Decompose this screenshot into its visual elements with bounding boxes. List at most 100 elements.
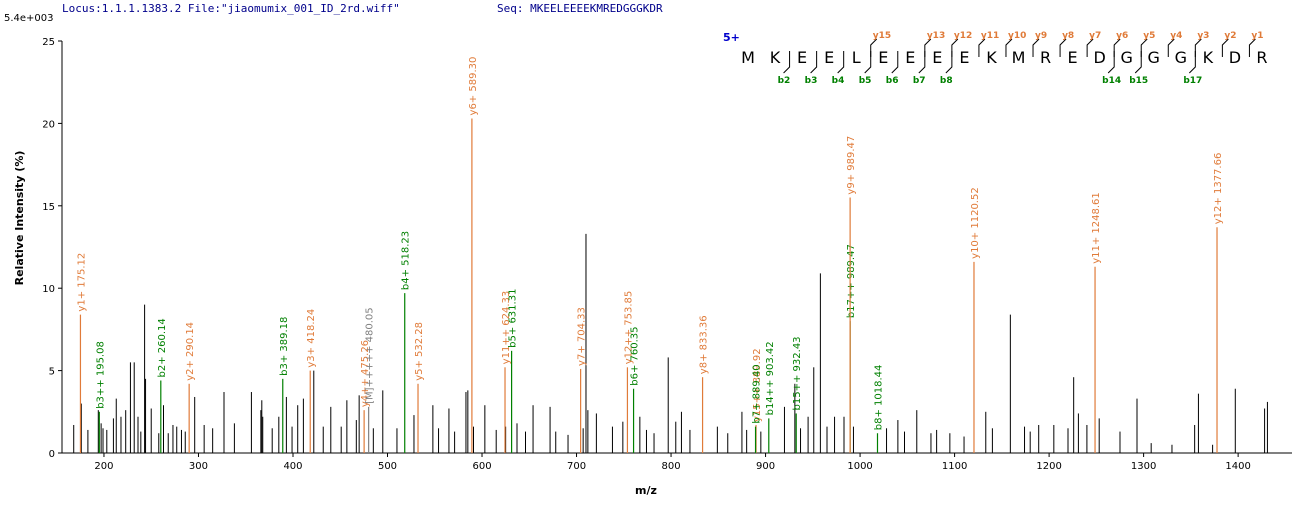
x-tick-label: 1200 bbox=[1036, 461, 1061, 472]
residue: K bbox=[770, 48, 781, 67]
peak-label: y15++ 889.92 bbox=[752, 348, 763, 422]
y-ion-bracket bbox=[978, 38, 986, 57]
b-ion-bracket bbox=[891, 51, 899, 74]
y-ion-label: y7 bbox=[1089, 31, 1101, 41]
peak-label: y8+ 833.36 bbox=[699, 315, 710, 374]
y-ion-label: y13 bbox=[927, 31, 945, 41]
residue: E bbox=[797, 48, 807, 67]
peak-label: b6+ 760.35 bbox=[630, 326, 641, 385]
y-ion-label: y1 bbox=[1251, 31, 1263, 41]
y-ion-label: y11 bbox=[981, 31, 999, 41]
peak-label: b14++ 903.42 bbox=[765, 341, 776, 415]
residue: R bbox=[1256, 48, 1267, 67]
peak-label: b15++ 932.43 bbox=[792, 336, 803, 410]
peak-label: b2+ 260.14 bbox=[157, 318, 168, 377]
peak-label: b8+ 1018.44 bbox=[874, 365, 885, 431]
residue: E bbox=[1068, 48, 1078, 67]
peak-label: y2+ 290.14 bbox=[185, 322, 196, 381]
b-ion-bracket bbox=[864, 51, 872, 74]
y-tick-label: 10 bbox=[42, 284, 55, 295]
peak-label: b5+ 631.31 bbox=[508, 289, 519, 348]
residue: K bbox=[1203, 48, 1214, 67]
peak-label: y6+ 589.30 bbox=[468, 57, 479, 116]
peak-label: y1+ 175.12 bbox=[76, 253, 87, 312]
b-ion-bracket bbox=[810, 51, 818, 74]
x-tick-label: 900 bbox=[756, 461, 775, 472]
y-tick-label: 0 bbox=[49, 449, 55, 460]
y-ion-label: y4 bbox=[1170, 31, 1182, 41]
peak-label: y12+ 1377.66 bbox=[1213, 153, 1224, 225]
b-ion-label: b8 bbox=[940, 76, 953, 86]
residue: G bbox=[1148, 48, 1160, 67]
y-ion-bracket bbox=[1194, 38, 1202, 57]
x-tick-label: 600 bbox=[472, 461, 491, 472]
peak-label: y4++ 475.26 bbox=[360, 340, 371, 407]
x-tick-label: 1000 bbox=[847, 461, 872, 472]
y-ion-label: y6 bbox=[1116, 31, 1128, 41]
residue: E bbox=[878, 48, 888, 67]
residue: R bbox=[1040, 48, 1051, 67]
y-ion-label: y2 bbox=[1224, 31, 1236, 41]
b-ion-bracket bbox=[1107, 51, 1115, 74]
residue: K bbox=[986, 48, 997, 67]
peak-label: y3+ 418.24 bbox=[306, 309, 317, 368]
residue: E bbox=[824, 48, 834, 67]
residue: E bbox=[932, 48, 942, 67]
y-tick-label: 20 bbox=[42, 119, 55, 130]
b-ion-label: b15 bbox=[1129, 76, 1148, 86]
y-tick-label: 25 bbox=[42, 37, 55, 48]
b-ion-label: b5 bbox=[859, 76, 872, 86]
b-ion-label: b17 bbox=[1183, 76, 1202, 86]
y-ion-bracket bbox=[951, 38, 959, 57]
x-tick-label: 400 bbox=[283, 461, 302, 472]
peak-label: y11++ 624.33 bbox=[501, 291, 512, 365]
y-ion-bracket bbox=[1086, 38, 1094, 57]
x-tick-label: 1300 bbox=[1131, 461, 1156, 472]
residue: G bbox=[1175, 48, 1187, 67]
b-ion-label: b6 bbox=[886, 76, 899, 86]
peak-label: y5+ 532.28 bbox=[414, 322, 425, 381]
y-ion-label: y9 bbox=[1035, 31, 1047, 41]
x-tick-label: 500 bbox=[378, 461, 397, 472]
residue: D bbox=[1229, 48, 1241, 67]
y-ion-label: y12 bbox=[954, 31, 972, 41]
y-ion-label: y8 bbox=[1062, 31, 1074, 41]
peak-label: b7+ 889.40 bbox=[752, 364, 763, 423]
charge-state: 5+ bbox=[723, 31, 740, 44]
y-ion-bracket bbox=[1059, 38, 1067, 57]
x-tick-label: 300 bbox=[189, 461, 208, 472]
scale-label: 5.4e+003 bbox=[4, 13, 54, 24]
b-ion-label: b14 bbox=[1102, 76, 1121, 86]
residue: M bbox=[741, 48, 755, 67]
b-ion-bracket bbox=[837, 51, 845, 74]
y-ion-bracket bbox=[1113, 38, 1121, 57]
y-ion-bracket bbox=[1140, 38, 1148, 57]
y-ion-label: y5 bbox=[1143, 31, 1155, 41]
x-tick-label: 200 bbox=[94, 461, 113, 472]
peak-label: y9+ 989.47 bbox=[846, 136, 857, 195]
peak-label: b17++ 989.47 bbox=[846, 244, 857, 318]
y-axis-title: Relative Intensity (%) bbox=[13, 151, 26, 286]
b-ion-label: b7 bbox=[913, 76, 926, 86]
residue: M bbox=[1012, 48, 1026, 67]
peak-label: [M]+++++ 480.05 bbox=[365, 307, 376, 404]
peak-label: b3++ 195.08 bbox=[95, 341, 106, 409]
peak-label: y7+ 704.33 bbox=[577, 307, 588, 366]
b-ion-label: b3 bbox=[805, 76, 818, 86]
y-tick-label: 15 bbox=[42, 202, 55, 213]
y-ion-label: y3 bbox=[1197, 31, 1209, 41]
residue: E bbox=[959, 48, 969, 67]
b-ion-bracket bbox=[918, 51, 926, 74]
peak-label: y10+ 1120.52 bbox=[970, 187, 981, 259]
b-ion-bracket bbox=[783, 51, 791, 74]
residue: G bbox=[1120, 48, 1132, 67]
x-tick-label: 1100 bbox=[942, 461, 967, 472]
y-ion-bracket bbox=[1221, 38, 1229, 57]
peak-label: y12++ 753.85 bbox=[623, 291, 634, 365]
x-tick-label: 1400 bbox=[1225, 461, 1250, 472]
peak-label: b3+ 389.18 bbox=[279, 317, 290, 376]
peak-label: y11+ 1248.61 bbox=[1091, 192, 1102, 264]
y-ion-label: y10 bbox=[1008, 31, 1026, 41]
x-tick-label: 700 bbox=[567, 461, 586, 472]
